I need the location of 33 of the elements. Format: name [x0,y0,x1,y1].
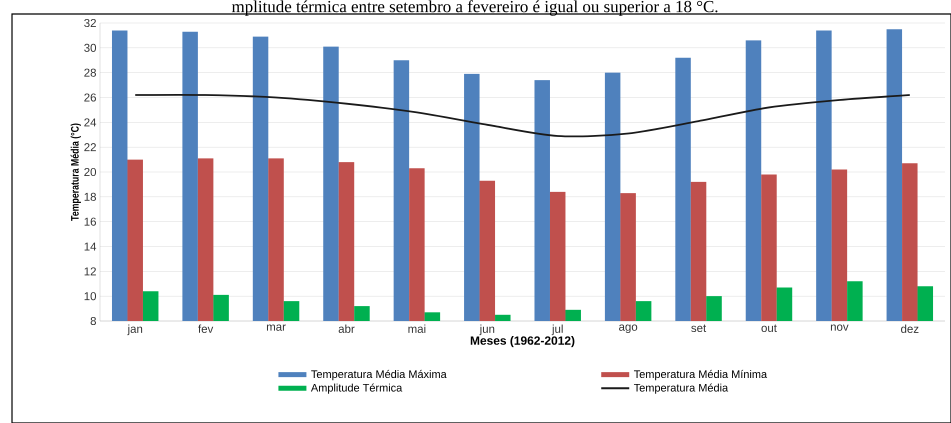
y-tick-label: 16 [84,218,96,226]
x-tick-label: jul [552,324,563,336]
x-tick-label: jun [479,324,494,336]
x-tick-label: jan [127,324,142,336]
legend-label: Temperatura Média [634,383,728,394]
x-tick-label: dez [901,324,918,333]
y-tick-label: 20 [84,168,96,176]
y-tick-label: 18 [84,192,96,201]
x-axis-title: Meses (1962-2012) [470,336,574,348]
y-tick-label: 24 [84,118,96,126]
y-tick-label: 14 [84,242,96,250]
x-tick-label: mar [266,324,286,331]
x-tick-label: ago [619,324,638,334]
y-tick-label: 32 [84,18,96,28]
y-tick-label: 12 [84,267,96,276]
x-tick-label: nov [830,324,849,331]
x-tick-label: fev [198,324,214,333]
legend-label: Amplitude Térmica [310,383,402,394]
y-tick-label: 30 [84,44,96,52]
x-tick-label: out [761,324,777,332]
y-tick-label: 26 [84,93,96,102]
text: mplitude térmica entre setembro a fevereiro é igual ou superior a 18 °C. [232,0,718,16]
y-axis-title: Temperatura Média (°C) [70,124,81,221]
y-tick-label: 10 [84,292,96,300]
x-tick-label: set [691,324,706,332]
y-tick-label: 8 [90,316,96,326]
legend-label: Temperatura Média Mínima [634,370,768,380]
line-series [134,94,911,138]
y-tick-label: 22 [84,143,96,152]
x-tick-label: mai [408,324,426,333]
y-tick-label: 28 [84,68,96,77]
x-tick-label: abr [338,324,355,333]
legend-label: Temperatura Média Máxima [311,370,447,380]
